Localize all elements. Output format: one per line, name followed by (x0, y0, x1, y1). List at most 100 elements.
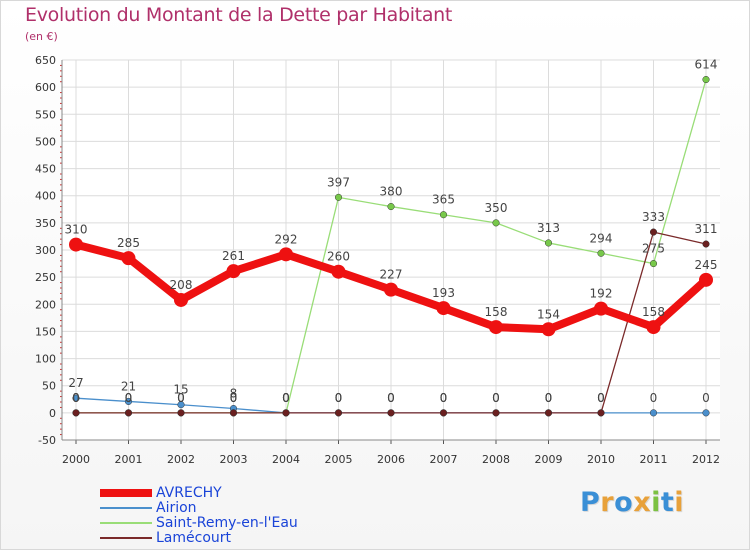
y-tick-label: 100 (35, 353, 56, 366)
data-point-saint-remy-en-l-eau (649, 260, 658, 268)
data-label-lam-court: 0 (335, 391, 343, 405)
legend-item-lamecourt: Lamécourt (100, 530, 298, 546)
y-tick-label: 0 (49, 407, 56, 420)
data-point-saint-remy-en-l-eau (387, 203, 395, 211)
x-tick-label: 2007 (430, 453, 458, 466)
data-label-airion: 0 (492, 391, 500, 405)
logo-letter: x (633, 487, 652, 518)
legend-label-avrechy: AVRECHY (156, 484, 222, 501)
data-point-avrechy (279, 247, 293, 262)
data-point-avrechy (384, 282, 398, 297)
data-point-lam-court (387, 409, 395, 417)
data-point-saint-remy-en-l-eau (439, 211, 448, 219)
data-label-avrechy: 227 (380, 268, 403, 282)
legend-swatch-lamecourt (100, 536, 152, 539)
data-label-airion: 8 (230, 387, 238, 401)
data-point-airion (177, 401, 185, 409)
data-label-saint-remy-en-l-eau: 313 (537, 221, 560, 235)
legend-item-airion: Airion (100, 499, 298, 516)
x-tick-label: 2012 (692, 453, 720, 466)
axis-layer: -500501001502002503003504004505005506006… (35, 54, 720, 466)
data-label-lam-court: 0 (545, 391, 553, 405)
data-point-avrechy (436, 301, 451, 316)
data-label-saint-remy-en-l-eau: 0 (72, 391, 80, 405)
data-point-avrechy (594, 301, 608, 316)
y-tick-label: -50 (38, 434, 56, 447)
legend-label-saint-remy: Saint-Remy-en-l'Eau (156, 514, 298, 531)
proxiti-logo: Proxiti (580, 487, 684, 518)
data-point-avrechy (226, 264, 241, 279)
legend-swatch-avrechy (100, 488, 152, 497)
data-label-avrechy: 285 (117, 236, 140, 250)
logo-letter: i (651, 487, 661, 518)
x-tick-label: 2008 (482, 453, 510, 466)
data-label-saint-remy-en-l-eau: 0 (230, 391, 238, 405)
data-point-avrechy (646, 320, 661, 335)
data-label-saint-remy-en-l-eau: 0 (177, 391, 185, 405)
data-label-airion: 0 (650, 391, 658, 405)
legend-label-airion: Airion (156, 499, 197, 516)
y-tick-label: 500 (35, 135, 56, 148)
data-label-lam-court: 0 (230, 391, 238, 405)
data-label-avrechy: 154 (537, 307, 560, 321)
legend: AVRECHY Airion Saint-Remy-en-l'Eau Laméc… (100, 484, 298, 546)
y-tick-label: 50 (42, 380, 56, 393)
data-point-avrechy (121, 251, 136, 266)
data-label-airion: 0 (597, 391, 605, 405)
data-label-saint-remy-en-l-eau: 397 (327, 175, 350, 189)
data-point-airion (649, 409, 658, 417)
data-point-avrechy (699, 272, 713, 287)
legend-swatch-airion (100, 506, 152, 509)
data-label-airion: 21 (121, 379, 136, 393)
data-point-avrechy (69, 237, 83, 252)
y-tick-label: 600 (35, 81, 56, 94)
data-label-airion: 0 (440, 391, 448, 405)
data-label-lam-court: 0 (440, 391, 448, 405)
data-point-lam-court (492, 409, 500, 417)
data-point-lam-court (544, 409, 553, 417)
x-tick-label: 2006 (377, 453, 405, 466)
data-point-avrechy (489, 320, 503, 335)
logo-letter: t (660, 487, 675, 518)
data-point-lam-court (229, 409, 238, 417)
data-label-avrechy: 158 (485, 305, 508, 319)
data-label-avrechy: 158 (642, 305, 665, 319)
data-point-saint-remy-en-l-eau (544, 239, 553, 247)
data-label-saint-remy-en-l-eau: 275 (642, 242, 665, 256)
data-point-lam-court (177, 409, 185, 417)
y-tick-label: 200 (35, 298, 56, 311)
y-tick-label: 250 (35, 271, 56, 284)
chart-subtitle: (en €) (25, 30, 58, 43)
data-label-airion: 0 (282, 391, 290, 405)
data-label-avrechy: 292 (275, 232, 298, 246)
data-point-lam-court (124, 409, 133, 417)
data-label-airion: 0 (335, 391, 343, 405)
logo-letter: i (674, 487, 685, 518)
x-tick-label: 2011 (640, 453, 668, 466)
logo-letter: P (580, 487, 601, 518)
data-point-avrechy (541, 322, 556, 337)
data-point-airion (124, 397, 133, 406)
data-label-airion: 0 (387, 391, 395, 405)
data-label-airion: 0 (702, 391, 710, 405)
data-label-lam-court: 0 (492, 391, 500, 405)
series-layer (69, 75, 713, 417)
data-point-saint-remy-en-l-eau (702, 75, 710, 84)
data-point-lam-court (439, 409, 448, 417)
data-label-avrechy: 192 (590, 287, 613, 301)
data-label-lam-court: 0 (125, 391, 133, 405)
data-point-lam-court (702, 240, 710, 248)
x-tick-label: 2003 (220, 453, 248, 466)
data-point-lam-court (282, 409, 290, 417)
data-point-lam-court (649, 228, 658, 236)
data-point-saint-remy-en-l-eau (334, 193, 343, 201)
data-label-saint-remy-en-l-eau: 380 (380, 185, 403, 199)
legend-item-avrechy: AVRECHY (100, 484, 298, 501)
data-label-avrechy: 261 (222, 249, 245, 263)
data-label-airion: 15 (173, 383, 188, 397)
data-point-airion (702, 409, 710, 417)
data-label-airion: 27 (68, 376, 83, 390)
x-tick-label: 2004 (272, 453, 300, 466)
data-label-lam-court: 0 (387, 391, 395, 405)
